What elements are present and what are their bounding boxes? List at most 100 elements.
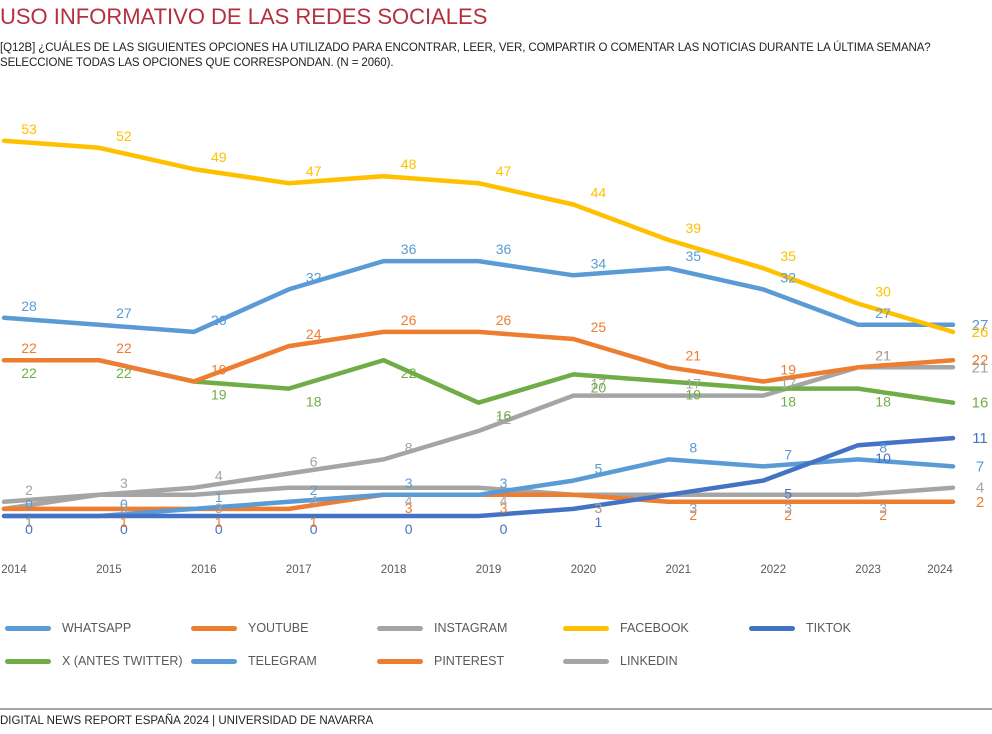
data-label-youtube: 26 <box>401 312 417 328</box>
data-label-youtube: 25 <box>591 319 607 335</box>
data-label-linkedin: 4 <box>310 493 318 509</box>
data-label-linkedin: 3 <box>215 500 223 516</box>
data-label-tiktok: 0 <box>120 521 128 537</box>
x-tick-label: 2019 <box>476 564 502 576</box>
data-label-instagram: 21 <box>875 347 891 363</box>
data-label-x-antes-twitter: 22 <box>401 365 417 381</box>
series-line-whatsapp <box>1 258 956 335</box>
data-label-youtube: 19 <box>211 362 227 378</box>
data-label-x-antes-twitter: 22 <box>116 365 132 381</box>
series-line-linkedin <box>1 485 956 512</box>
data-label-linkedin: 4 <box>405 493 413 509</box>
legend-label: INSTAGRAM <box>434 621 508 635</box>
data-label-whatsapp: 27 <box>116 305 132 321</box>
data-label-instagram: 21 <box>972 359 989 376</box>
data-label-pinterest: 2 <box>879 507 887 523</box>
data-label-pinterest: 2 <box>784 507 792 523</box>
x-tick-label: 2020 <box>571 564 597 576</box>
legend-item-telegram: TELEGRAM <box>191 654 317 668</box>
data-label-instagram: 6 <box>310 454 318 470</box>
data-label-linkedin: 3 <box>120 500 128 516</box>
legend-item-pinterest: PINTEREST <box>377 654 504 668</box>
data-label-telegram: 5 <box>595 461 603 477</box>
legend-swatch <box>377 658 423 664</box>
data-label-tiktok: 0 <box>405 521 413 537</box>
series-line-instagram <box>1 365 956 505</box>
legend-swatch <box>563 625 609 631</box>
footer-source: DIGITAL NEWS REPORT ESPAÑA 2024 | UNIVER… <box>0 715 374 727</box>
data-label-whatsapp: 36 <box>496 241 512 257</box>
data-label-tiktok: 3 <box>689 500 697 516</box>
data-label-instagram: 12 <box>496 411 512 427</box>
data-label-facebook: 47 <box>496 163 512 179</box>
data-label-pinterest: 3 <box>405 500 413 516</box>
legend-swatch <box>563 658 609 664</box>
series-line-youtube <box>1 329 956 384</box>
data-label-whatsapp: 34 <box>591 255 607 271</box>
data-label-tiktok: 5 <box>784 486 792 502</box>
data-label-instagram: 8 <box>405 439 413 455</box>
data-label-x-antes-twitter: 18 <box>306 394 322 410</box>
x-tick-label: 2015 <box>96 564 122 576</box>
data-label-whatsapp: 27 <box>972 317 989 334</box>
data-label-instagram: 3 <box>120 475 128 491</box>
data-label-youtube: 26 <box>496 312 512 328</box>
x-tick-label: 2018 <box>381 564 407 576</box>
data-label-whatsapp: 28 <box>21 298 37 314</box>
data-label-pinterest: 2 <box>976 494 984 511</box>
data-label-pinterest: 1 <box>215 514 223 530</box>
data-label-facebook: 48 <box>401 156 417 172</box>
data-label-pinterest: 1 <box>25 514 33 530</box>
data-label-telegram: 7 <box>976 458 984 475</box>
legend-label: LINKEDIN <box>620 654 678 668</box>
data-label-youtube: 21 <box>686 347 702 363</box>
data-label-youtube: 22 <box>116 340 132 356</box>
data-label-telegram: 8 <box>689 439 697 455</box>
legend-item-linkedin: LINKEDIN <box>563 654 678 668</box>
data-label-telegram: 8 <box>879 439 887 455</box>
x-tick-label: 2024 <box>927 564 953 576</box>
data-label-facebook: 30 <box>875 284 891 300</box>
data-label-tiktok: 0 <box>215 521 223 537</box>
data-label-tiktok: 0 <box>25 521 33 537</box>
data-label-x-antes-twitter: 18 <box>875 394 891 410</box>
data-label-instagram: 17 <box>591 376 607 392</box>
data-label-facebook: 52 <box>116 128 132 144</box>
data-label-facebook: 39 <box>686 220 702 236</box>
data-label-facebook: 49 <box>211 149 227 165</box>
legend-item-facebook: FACEBOOK <box>563 621 689 635</box>
series-line-telegram <box>1 457 956 519</box>
data-label-whatsapp: 26 <box>211 312 227 328</box>
data-label-telegram: 2 <box>310 482 318 498</box>
data-label-x-antes-twitter: 19 <box>211 387 227 403</box>
legend-item-youtube: YOUTUBE <box>191 621 308 635</box>
data-label-pinterest: 1 <box>310 514 318 530</box>
data-label-tiktok: 11 <box>972 430 988 447</box>
data-label-telegram: 3 <box>500 475 508 491</box>
data-label-whatsapp: 35 <box>686 248 702 264</box>
data-label-whatsapp: 32 <box>306 269 322 285</box>
data-label-x-antes-twitter: 16 <box>496 408 512 424</box>
data-label-telegram: 1 <box>215 489 223 505</box>
data-label-instagram: 17 <box>780 376 796 392</box>
data-label-facebook: 47 <box>306 163 322 179</box>
data-label-pinterest: 3 <box>595 500 603 516</box>
x-tick-label: 2017 <box>286 564 312 576</box>
data-label-telegram: 7 <box>784 446 792 462</box>
legend-item-instagram: INSTAGRAM <box>377 621 507 635</box>
legend-swatch <box>191 625 237 631</box>
legend-label: WHATSAPP <box>62 621 132 635</box>
data-label-youtube: 22 <box>21 340 37 356</box>
chart-subtitle: [Q12B] ¿CUÁLES DE LAS SIGUIENTES OPCIONE… <box>0 41 931 71</box>
legend-label: TIKTOK <box>806 621 851 635</box>
data-label-whatsapp: 27 <box>875 305 891 321</box>
legend-swatch <box>191 658 237 664</box>
footer-divider <box>0 708 992 710</box>
data-label-tiktok: 1 <box>595 514 603 530</box>
data-label-linkedin: 3 <box>595 500 603 516</box>
data-label-linkedin: 3 <box>879 500 887 516</box>
legend-item-x-antes-twitter: X (ANTES TWITTER) <box>5 654 183 668</box>
series-line-facebook <box>1 138 956 335</box>
